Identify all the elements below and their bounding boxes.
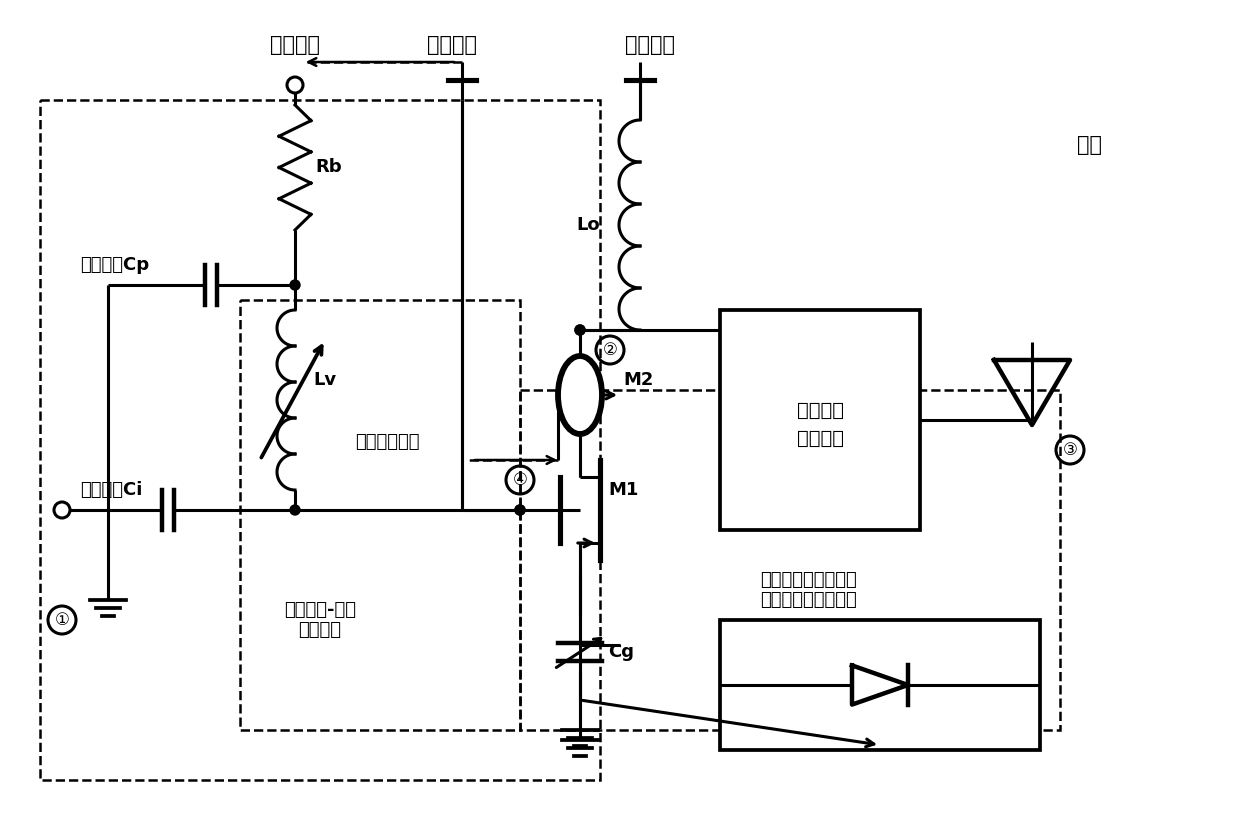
Text: Lv: Lv xyxy=(312,371,336,389)
Circle shape xyxy=(286,77,303,93)
Text: 负载阻抗: 负载阻抗 xyxy=(796,400,843,420)
Text: ②: ② xyxy=(603,341,618,359)
Circle shape xyxy=(575,325,585,335)
Text: 输入耦合Ci: 输入耦合Ci xyxy=(81,481,143,499)
Bar xyxy=(241,300,520,730)
Ellipse shape xyxy=(560,359,599,431)
Ellipse shape xyxy=(558,356,601,434)
Circle shape xyxy=(575,325,585,335)
Text: ③: ③ xyxy=(1063,441,1078,459)
Text: Rb: Rb xyxy=(315,158,342,176)
Bar xyxy=(520,390,1060,730)
Text: 天线: 天线 xyxy=(1078,135,1102,155)
Text: Lo: Lo xyxy=(577,216,600,234)
Text: 直流电源: 直流电源 xyxy=(625,35,675,55)
Text: M1: M1 xyxy=(608,481,639,499)
Text: M2: M2 xyxy=(622,371,653,389)
Text: 变换网络: 变换网络 xyxy=(796,429,843,448)
Bar xyxy=(40,100,600,780)
Circle shape xyxy=(290,505,300,515)
Text: ④: ④ xyxy=(512,471,527,489)
Text: 高频旁路Cp: 高频旁路Cp xyxy=(81,256,149,274)
Text: 包络检波、偏置及可
调电感控制电压产生: 包络检波、偏置及可 调电感控制电压产生 xyxy=(760,570,857,610)
Bar xyxy=(720,310,920,530)
Text: ①: ① xyxy=(55,611,69,629)
Circle shape xyxy=(515,505,525,515)
Text: 直流电源: 直流电源 xyxy=(427,35,477,55)
Text: 偏置电压: 偏置电压 xyxy=(270,35,320,55)
Text: 电感调节电压: 电感调节电压 xyxy=(355,433,419,451)
Text: 可调电感-电容
谐振回路: 可调电感-电容 谐振回路 xyxy=(284,600,356,640)
Circle shape xyxy=(290,280,300,290)
Bar xyxy=(720,620,1040,750)
Circle shape xyxy=(515,505,525,515)
Text: Cg: Cg xyxy=(608,643,634,661)
Circle shape xyxy=(55,502,69,518)
